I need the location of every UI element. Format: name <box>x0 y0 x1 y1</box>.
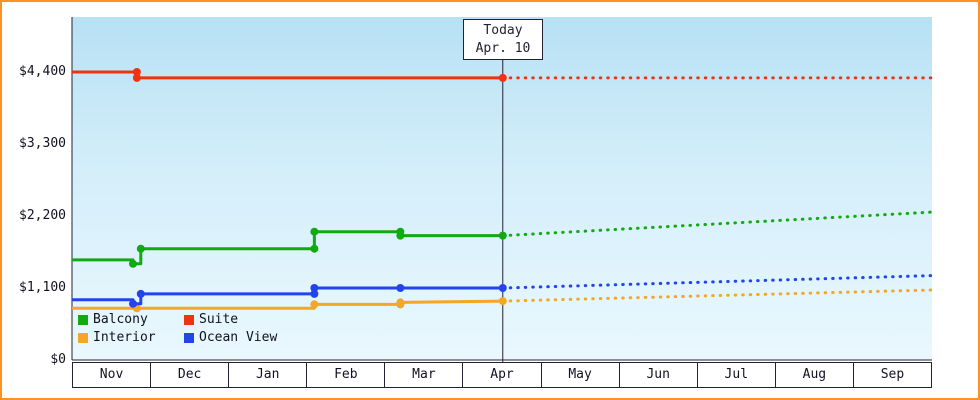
series-ocean-view-marker <box>498 284 507 292</box>
series-ocean-view-marker <box>396 284 405 292</box>
series-balcony-line <box>72 230 503 266</box>
series-balcony-marker <box>136 244 145 253</box>
legend-item-suite: Suite <box>184 312 277 327</box>
series-balcony-marker <box>498 231 507 240</box>
legend-label: Interior <box>93 330 156 345</box>
x-axis-month-nov: Nov <box>72 362 152 388</box>
series-suite-markers <box>132 68 507 82</box>
series-ocean-view-marker <box>128 299 137 308</box>
series-balcony-marker <box>310 244 319 253</box>
x-axis-month-feb: Feb <box>306 362 386 388</box>
series-ocean-view-projection-line <box>501 274 934 290</box>
series-balcony-marker <box>128 259 137 268</box>
x-axis-month-sep: Sep <box>852 362 933 388</box>
x-axis-month-may: May <box>540 362 620 388</box>
series-suite-marker <box>498 73 507 82</box>
series-suite-marker <box>132 73 141 82</box>
y-axis-tick-label: $4,400 <box>19 64 66 79</box>
series-interior-marker <box>310 300 319 309</box>
today-label-line2: Apr. 10 <box>475 41 531 56</box>
x-axis-month-jul: Jul <box>696 362 776 388</box>
series-interior-markers <box>132 297 507 313</box>
x-axis-month-row: Nov Dec Jan Feb Mar Apr May Jun Jul Aug Sep <box>72 362 933 388</box>
legend-swatch-icon <box>78 332 88 343</box>
series-ocean-view-marker <box>310 284 319 292</box>
legend-swatch-icon <box>184 332 194 343</box>
legend-item-ocean-view: Ocean View <box>184 330 277 345</box>
x-axis-month-aug: Aug <box>774 362 854 388</box>
y-axis-tick-label: $0 <box>50 352 66 367</box>
series-balcony-marker <box>310 227 319 236</box>
legend-swatch-icon <box>78 314 88 325</box>
legend-item-balcony: Balcony <box>78 312 184 327</box>
series-interior-marker <box>396 298 405 307</box>
y-axis-tick-label: $3,300 <box>19 136 66 151</box>
series-balcony-projection-line <box>501 210 934 238</box>
x-axis-month-apr: Apr <box>462 362 542 388</box>
legend-label: Balcony <box>93 312 148 327</box>
y-axis-tick-label: $2,200 <box>19 208 66 223</box>
chart-legend: Balcony Suite Interior Ocean View <box>78 312 277 345</box>
today-label-line1: Today <box>483 23 523 38</box>
series-ocean-view-markers <box>128 284 507 308</box>
series-ocean-view-marker <box>136 289 145 298</box>
legend-item-interior: Interior <box>78 330 184 345</box>
series-suite-marker <box>132 68 141 76</box>
series-balcony-markers <box>128 227 507 268</box>
legend-label: Suite <box>199 312 239 327</box>
legend-swatch-icon <box>184 314 194 325</box>
x-axis-month-mar: Mar <box>384 362 464 388</box>
x-axis-month-jun: Jun <box>618 362 698 388</box>
y-axis-tick-label: $1,100 <box>19 280 66 295</box>
x-axis-month-dec: Dec <box>150 362 230 388</box>
series-interior-marker <box>498 297 507 306</box>
legend-label: Ocean View <box>199 330 278 345</box>
series-balcony-marker <box>396 231 405 240</box>
series-interior-projection-line <box>501 288 934 303</box>
today-marker-label: Today Apr. 10 <box>463 19 543 60</box>
series-ocean-view-marker <box>310 289 319 298</box>
x-axis-month-jan: Jan <box>228 362 308 388</box>
